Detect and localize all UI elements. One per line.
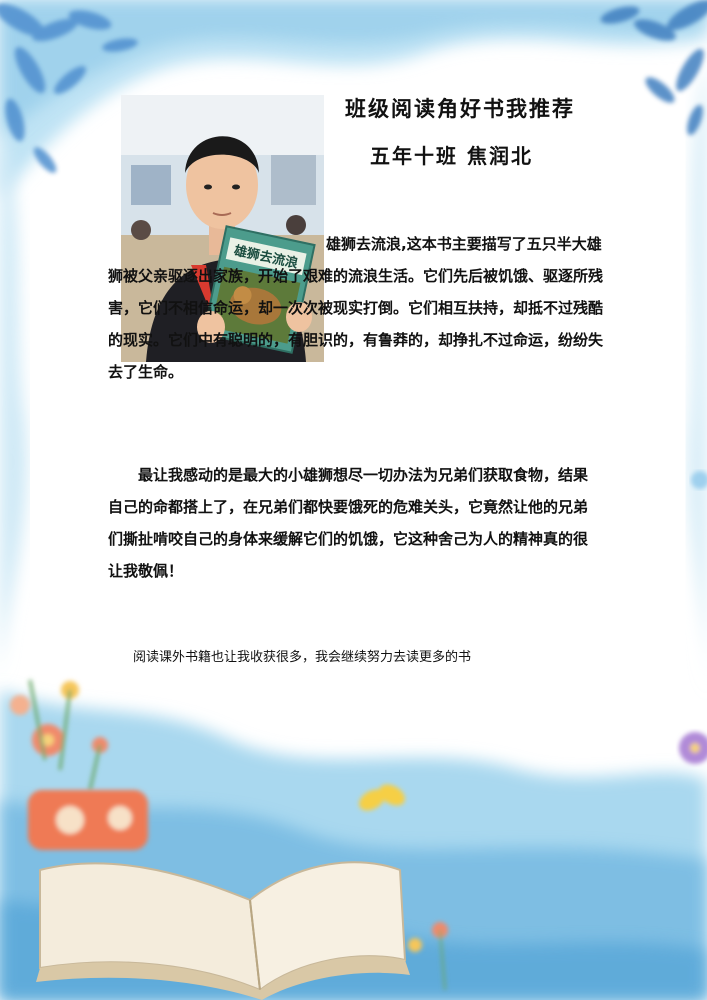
- paragraph-reflection: 最让我感动的是最大的小雄狮想尽一切办法为兄弟们获取食物，结果自己的命都搭上了，在…: [108, 466, 589, 580]
- foliage-top-left: [0, 3, 138, 173]
- student-photo: 雄狮去流浪: [121, 95, 324, 362]
- author-line: 五年十班 焦润北: [370, 144, 533, 168]
- flower-pot: [28, 790, 148, 850]
- page-title: 班级阅读角好书我推荐: [345, 97, 575, 121]
- paragraph-summary: 雄狮去流浪,这本书主要描写了五只半大雄狮被父亲驱逐出家族，开始了艰难的流浪生活。…: [108, 228, 603, 388]
- butterfly: [359, 784, 405, 811]
- flower-decoration-right: [679, 732, 707, 764]
- open-book-illustration: [36, 861, 410, 1000]
- foliage-top-right: [600, 0, 707, 136]
- photo-wrap-spacer: [108, 248, 326, 249]
- paragraph-summary-text: 雄狮去流浪,这本书主要描写了五只半大雄狮被父亲驱逐出家族，开始了艰难的流浪生活。…: [108, 235, 604, 381]
- flower-decoration-left: [10, 679, 108, 791]
- closing-note: 阅读课外书籍也让我收获很多，我会继续努力去读更多的书: [133, 650, 472, 665]
